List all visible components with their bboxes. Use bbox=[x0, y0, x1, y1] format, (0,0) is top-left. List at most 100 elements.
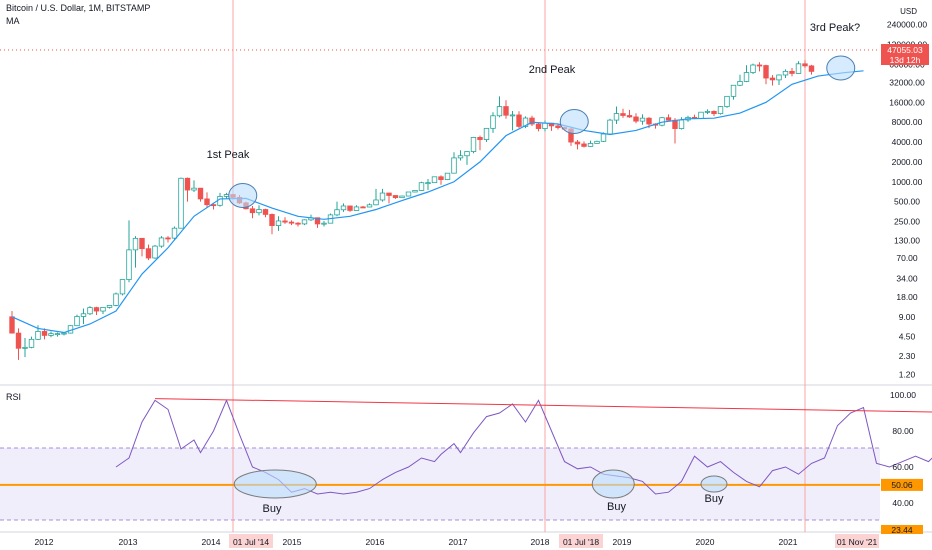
candle-body bbox=[321, 222, 327, 225]
price-tick-label: 240000.00 bbox=[887, 20, 927, 30]
candle-body bbox=[795, 63, 802, 74]
rsi-support-tag bbox=[881, 478, 923, 491]
time-axis-label: 01 Nov '21 bbox=[837, 537, 878, 547]
candle-body bbox=[386, 192, 392, 196]
candle-body bbox=[178, 177, 184, 229]
candle-body bbox=[288, 221, 295, 224]
candle-body bbox=[366, 204, 373, 208]
candle-body bbox=[503, 106, 509, 116]
candle-body bbox=[152, 245, 158, 259]
candle-body bbox=[613, 113, 620, 121]
candle-body bbox=[399, 195, 405, 199]
peak-label-3: 3rd Peak? bbox=[810, 22, 860, 34]
candle-body bbox=[457, 155, 464, 159]
candle-body bbox=[340, 205, 347, 211]
price-tick-label: 1000.00 bbox=[892, 177, 923, 187]
time-axis-label: 2016 bbox=[366, 537, 385, 547]
candle-body bbox=[756, 64, 763, 67]
candle-body bbox=[600, 133, 607, 142]
candle-body bbox=[542, 122, 548, 129]
time-axis-label: 2019 bbox=[613, 537, 632, 547]
candle-body bbox=[249, 208, 256, 214]
candle-body bbox=[594, 140, 600, 144]
candle-body bbox=[724, 95, 730, 107]
candle-body bbox=[197, 187, 204, 200]
price-tick-label: 16000.00 bbox=[889, 97, 925, 107]
candle-body bbox=[789, 70, 795, 74]
rsi-tick-label: 80.00 bbox=[892, 426, 914, 436]
candle-body bbox=[626, 115, 633, 118]
candle-body bbox=[672, 119, 678, 129]
time-axis-label: 2017 bbox=[449, 537, 468, 547]
candle-body bbox=[516, 114, 522, 127]
candle-body bbox=[464, 151, 470, 157]
candle-body bbox=[139, 237, 145, 250]
rsi-support-value: 50.06 bbox=[891, 480, 913, 490]
ma-line bbox=[11, 70, 864, 334]
price-tick-label: 4000.00 bbox=[892, 137, 923, 147]
candle-body bbox=[633, 116, 639, 122]
candle-body bbox=[360, 206, 366, 209]
candle-body bbox=[529, 117, 535, 125]
candle-body bbox=[269, 214, 275, 226]
candle-body bbox=[48, 333, 54, 336]
peak-circle-2 bbox=[559, 108, 589, 134]
buy-ellipse-1 bbox=[233, 469, 317, 499]
price-tick-label: 1.20 bbox=[899, 370, 916, 380]
candle-body bbox=[184, 177, 191, 191]
candle-body bbox=[256, 209, 262, 214]
candle-body bbox=[392, 195, 399, 199]
rsi-bottom-tag bbox=[881, 525, 923, 534]
candle-body bbox=[334, 209, 340, 216]
current-price-tag bbox=[881, 44, 929, 65]
buy-ellipse-3 bbox=[700, 475, 728, 493]
candle-body bbox=[314, 217, 321, 225]
candle-body bbox=[763, 65, 769, 79]
indicator-label: MA bbox=[6, 16, 20, 26]
candle-body bbox=[80, 313, 87, 317]
candle-body bbox=[574, 141, 581, 145]
time-label-highlight bbox=[559, 534, 603, 548]
time-axis-label: 2015 bbox=[283, 537, 302, 547]
chart-title: Bitcoin / U.S. Dollar, 1M, BITSTAMP bbox=[6, 3, 151, 13]
price-tick-label: 34.00 bbox=[896, 274, 918, 284]
candle-body bbox=[28, 338, 35, 348]
rsi-trendline bbox=[154, 398, 932, 413]
candle-body bbox=[87, 307, 93, 315]
price-tick-label: 9.00 bbox=[899, 312, 916, 322]
time-axis-label: 01 Jul '18 bbox=[563, 537, 599, 547]
candle-body bbox=[522, 117, 529, 127]
rsi-tick-label: 40.00 bbox=[892, 498, 914, 508]
price-tick-label: 70.00 bbox=[896, 253, 918, 263]
candle-body bbox=[698, 111, 704, 119]
peak-circle-1 bbox=[228, 182, 258, 208]
candle-body bbox=[74, 316, 80, 327]
time-axis-label: 2018 bbox=[531, 537, 550, 547]
candle-body bbox=[782, 70, 789, 76]
time-axis-label: 2014 bbox=[202, 537, 221, 547]
candle-body bbox=[581, 143, 587, 147]
candle-body bbox=[217, 196, 223, 206]
candle-body bbox=[438, 176, 444, 180]
countdown-value: 13d 12h bbox=[890, 55, 921, 65]
candle-body bbox=[262, 209, 269, 215]
candle-body bbox=[620, 113, 626, 116]
candle-body bbox=[113, 293, 119, 306]
time-axis-label: 2021 bbox=[779, 537, 798, 547]
buy-label-3: Buy bbox=[705, 493, 724, 505]
time-axis-label: 01 Jul '14 bbox=[233, 537, 269, 547]
candle-body bbox=[808, 65, 815, 72]
candle-body bbox=[301, 219, 308, 225]
candle-body bbox=[431, 176, 438, 184]
candle-body bbox=[61, 332, 67, 335]
candle-body bbox=[54, 333, 61, 336]
candle-body bbox=[126, 249, 132, 280]
candle-body bbox=[665, 117, 672, 121]
candle-body bbox=[347, 205, 353, 211]
candle-body bbox=[158, 237, 165, 247]
rsi-line bbox=[115, 399, 932, 495]
price-tick-label: 2.30 bbox=[899, 351, 916, 361]
candle-body bbox=[145, 248, 152, 259]
buy-label-2: Buy bbox=[607, 501, 626, 513]
